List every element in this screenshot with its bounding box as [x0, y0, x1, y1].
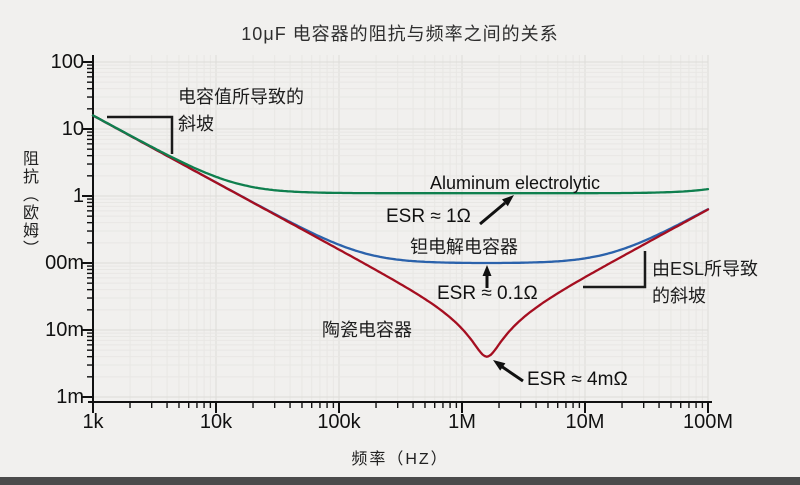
aluminum-esr-label: ESR ≈ 1Ω: [386, 206, 471, 227]
impedance-curves: [91, 114, 710, 358]
esl-slope-bracket: [583, 251, 647, 289]
tantalum-esr-label: ESR ≈ 0.1Ω: [437, 283, 538, 304]
x-axis-title: 频率（HZ）: [351, 451, 449, 468]
bottom-edge-bar: [0, 477, 800, 485]
y-tick-10: 10: [61, 118, 84, 140]
capacitance-slope-annotation: 电容值所导致的 斜坡: [178, 84, 304, 138]
y-axis-title: 阻抗（欧姆）: [20, 150, 37, 258]
esl-slope-annotation: 由ESL所导致 的斜坡: [652, 256, 758, 310]
x-tick-100k: 100k: [317, 411, 361, 433]
x-tick-10M: 10M: [565, 411, 605, 433]
y-tick-10m: 10m: [45, 319, 84, 341]
capacitance-slope-bracket: [107, 115, 174, 154]
tantalum-series-label: 钽电解电容器: [410, 237, 518, 257]
x-tick-1M: 1M: [448, 411, 476, 433]
capacitance-slope-line1: 电容值所导致的: [178, 87, 304, 107]
axis-ticks: [82, 61, 709, 413]
ceramic-esr-arrow: [493, 360, 524, 383]
x-tick-1k: 1k: [82, 411, 104, 433]
aluminum-esr-arrow: [479, 195, 514, 226]
y-tick-1m: 1m: [56, 386, 84, 408]
x-tick-10k: 10k: [199, 411, 233, 433]
curve-aluminum-electrolytic: [91, 114, 710, 195]
chart-title: 10μF 电容器的阻抗与频率之间的关系: [241, 24, 559, 44]
curve-ceramic: [91, 114, 710, 358]
x-tick-100M: 100M: [682, 411, 734, 433]
tantalum-esr-arrow: [482, 265, 492, 288]
y-tick-1: 1: [72, 185, 84, 207]
ceramic-esr-label: ESR ≈ 4mΩ: [527, 369, 628, 390]
y-tick-100: 100: [50, 51, 84, 73]
y-tick-100m: 00m: [45, 252, 84, 274]
esl-slope-line1: 由ESL所导致: [652, 259, 759, 279]
aluminum-series-label: Aluminum electrolytic: [430, 173, 601, 193]
esl-slope-line2: 的斜坡: [652, 286, 706, 306]
capacitance-slope-line2: 斜坡: [178, 114, 214, 134]
ceramic-series-label: 陶瓷电容器: [322, 320, 412, 340]
grid: [92, 55, 709, 402]
